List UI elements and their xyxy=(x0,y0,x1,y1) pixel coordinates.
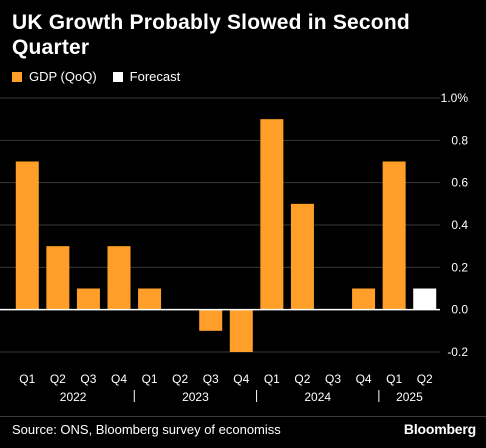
legend-swatch-forecast xyxy=(112,71,123,82)
legend-label-forecast: Forecast xyxy=(129,69,181,84)
y-tick-label: 0.6 xyxy=(451,176,468,190)
legend-item-gdp: GDP (QoQ) xyxy=(12,69,97,84)
x-tick-label: Q1 xyxy=(142,372,158,386)
bloomberg-logo: Bloomberg xyxy=(403,421,476,437)
gdp-bar xyxy=(352,288,376,310)
legend-item-forecast: Forecast xyxy=(112,69,181,84)
legend: GDP (QoQ) Forecast xyxy=(12,69,196,84)
y-tick-label: 0.2 xyxy=(451,260,468,274)
x-tick-label: Q3 xyxy=(325,372,341,386)
y-tick-label: 0.4 xyxy=(451,218,468,232)
footer: Source: ONS, Bloomberg survey of economi… xyxy=(0,416,486,448)
gdp-bar xyxy=(107,246,131,310)
year-label: 2022 xyxy=(60,390,87,404)
x-tick-label: Q1 xyxy=(19,372,35,386)
gdp-bar xyxy=(15,161,39,310)
y-tick-label: 1.0% xyxy=(441,91,469,105)
x-tick-label: Q4 xyxy=(233,372,249,386)
x-tick-label: Q2 xyxy=(294,372,310,386)
gdp-bar xyxy=(199,309,223,331)
gdp-bar xyxy=(290,203,314,310)
y-tick-label: 0.8 xyxy=(451,133,468,147)
legend-label-gdp: GDP (QoQ) xyxy=(29,69,97,84)
x-tick-label: Q1 xyxy=(264,372,280,386)
x-tick-label: Q4 xyxy=(111,372,127,386)
y-tick-label: 0.0 xyxy=(451,303,468,317)
x-tick-label: Q4 xyxy=(356,372,372,386)
x-tick-label: Q1 xyxy=(386,372,402,386)
bar-chart: -0.2 0.0 0.2 0.4 0.6 0.8 1.0% Q1 Q2 Q3 Q4 Q1 Q2 Q3 Q4 Q… xyxy=(0,91,469,404)
year-label: 2023 xyxy=(182,390,209,404)
gdp-bar xyxy=(382,161,406,310)
chart-title: UK Growth Probably Slowed in Second Quar… xyxy=(12,11,410,59)
gdp-bar xyxy=(229,309,253,352)
x-tick-label: Q2 xyxy=(172,372,188,386)
gdp-bar xyxy=(76,288,100,310)
gdp-bar xyxy=(260,119,284,310)
y-tick-label: -0.2 xyxy=(447,345,468,359)
gdp-bar xyxy=(46,246,70,310)
x-tick-label: Q3 xyxy=(80,372,96,386)
x-tick-label: Q3 xyxy=(203,372,219,386)
x-tick-label: Q2 xyxy=(417,372,433,386)
year-label: 2025 xyxy=(396,390,423,404)
source-note: Source: ONS, Bloomberg survey of economi… xyxy=(12,422,281,437)
year-label: 2024 xyxy=(304,390,331,404)
forecast-bar xyxy=(413,288,437,310)
legend-swatch-gdp xyxy=(12,71,22,82)
x-tick-label: Q2 xyxy=(50,372,66,386)
gdp-bar xyxy=(138,288,162,310)
